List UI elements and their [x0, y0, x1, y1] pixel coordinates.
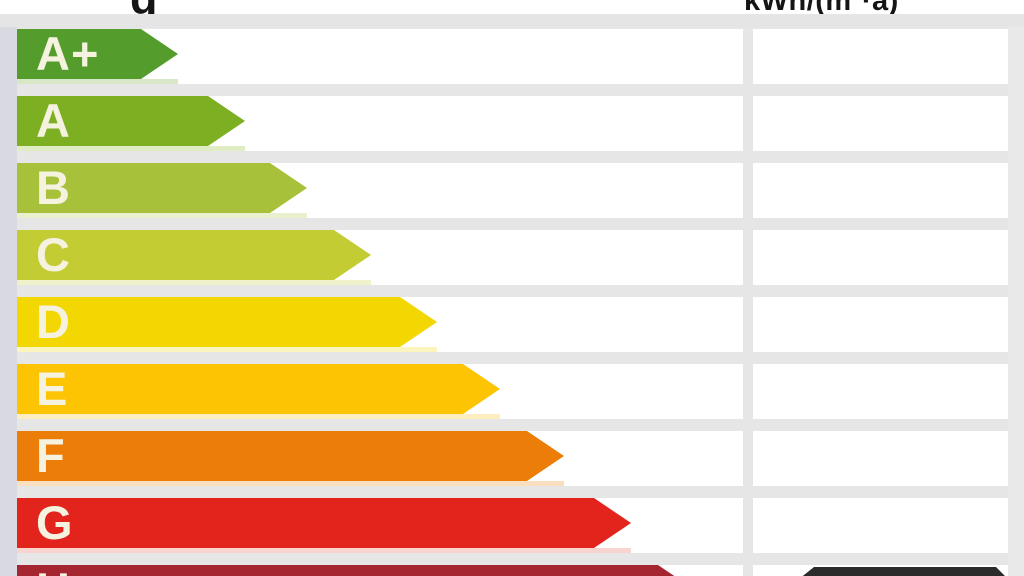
value-cell: [753, 230, 1008, 285]
top-divider-strip: [0, 14, 1024, 27]
value-cell: [753, 297, 1008, 352]
band-label: A+: [36, 27, 100, 80]
band-label: F: [36, 429, 66, 482]
band-arrow-e: E: [17, 364, 500, 419]
value-cell: [753, 163, 1008, 218]
band-arrow-f: F: [17, 431, 564, 486]
band-arrow-highlight: [17, 79, 178, 84]
band-arrow-shape: E: [17, 364, 500, 414]
band-arrow-g: G: [17, 498, 631, 553]
value-cell: [753, 431, 1008, 486]
band-label: H: [36, 565, 71, 576]
band-arrow-shape: G: [17, 498, 631, 548]
band-arrow-h: H: [17, 565, 695, 576]
band-label: B: [36, 161, 71, 214]
band-label: C: [36, 228, 71, 281]
band-arrow-a: A: [17, 96, 245, 151]
value-cell: [753, 96, 1008, 151]
band-label: E: [36, 362, 69, 415]
band-arrow-b: B: [17, 163, 307, 218]
band-arrow-shape: F: [17, 431, 564, 481]
page-title-cropped: g: [130, 0, 158, 14]
band-arrow-c: C: [17, 230, 371, 285]
band-arrow-highlight: [17, 414, 500, 419]
band-label: D: [36, 295, 71, 348]
band-arrow-d: D: [17, 297, 437, 352]
band-arrow-highlight: [17, 280, 371, 285]
band-arrow-shape: C: [17, 230, 371, 280]
right-margin: [1008, 27, 1024, 576]
unit-label: kWh/(m²·a): [744, 0, 899, 14]
band-label: G: [36, 496, 74, 549]
band-arrow-shape: H: [17, 565, 695, 576]
band-arrow-shape: A: [17, 96, 245, 146]
band-arrow-shape: B: [17, 163, 307, 213]
value-cell: [753, 498, 1008, 553]
band-arrow-shape: D: [17, 297, 437, 347]
value-cell: [753, 29, 1008, 84]
band-arrow-highlight: [17, 548, 631, 553]
band-arrow-highlight: [17, 481, 564, 486]
band-arrow-shape: A+: [17, 29, 178, 79]
band-label: A: [36, 94, 71, 147]
value-indicator-tag: [794, 567, 1008, 576]
band-arrow-a-plus: A+: [17, 29, 178, 84]
left-margin: [0, 27, 17, 576]
band-arrow-highlight: [17, 347, 437, 352]
header-strip: g kWh/(m²·a): [0, 0, 1024, 14]
band-arrow-highlight: [17, 213, 307, 218]
value-cell: [753, 364, 1008, 419]
band-arrow-highlight: [17, 146, 245, 151]
